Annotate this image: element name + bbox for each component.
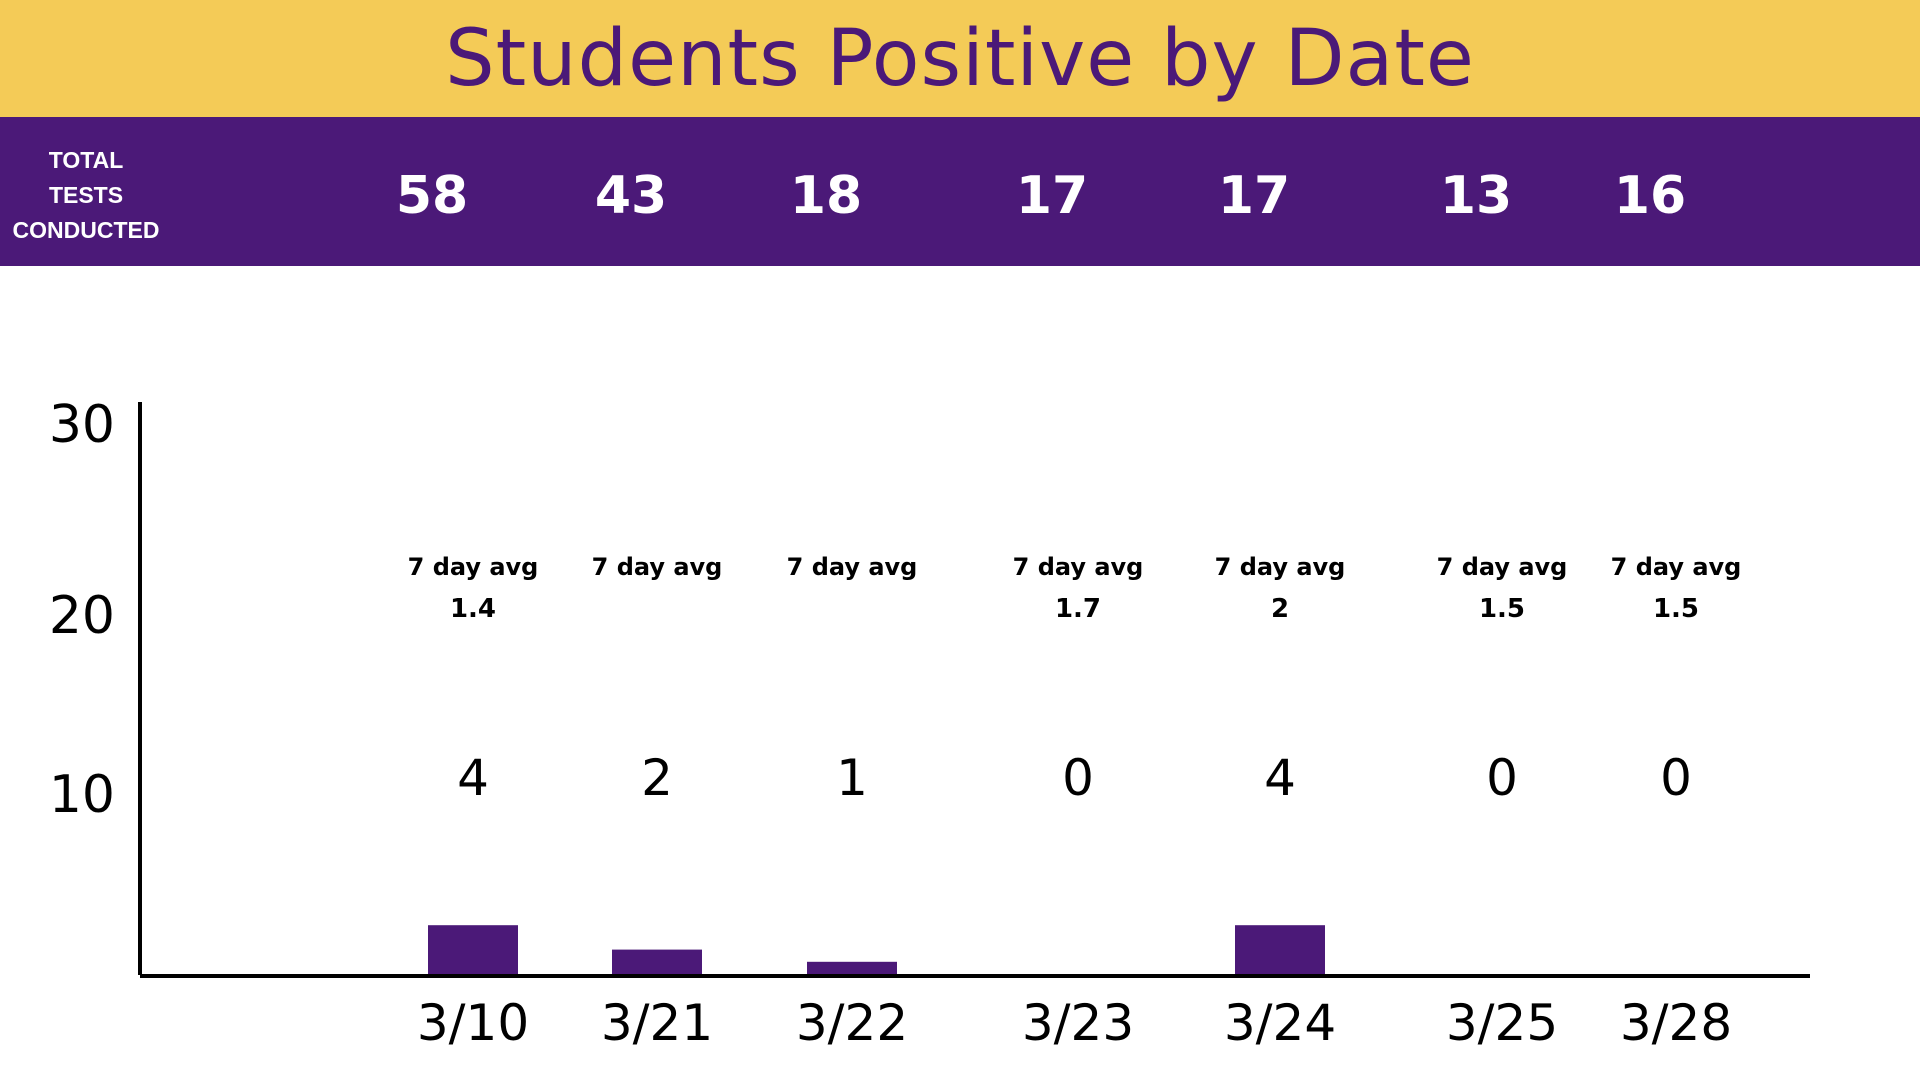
value-label: 0 bbox=[1660, 749, 1692, 807]
value-label: 2 bbox=[641, 749, 673, 807]
value-label: 1 bbox=[836, 749, 868, 807]
value-label: 0 bbox=[1062, 749, 1094, 807]
x-tick-label: 3/24 bbox=[1224, 994, 1336, 1052]
avg-value: 2 bbox=[1271, 594, 1289, 624]
x-tick-label: 3/28 bbox=[1620, 994, 1732, 1052]
title-band: Students Positive by Date bbox=[0, 0, 1920, 117]
avg-value: 1.5 bbox=[1479, 594, 1525, 624]
y-tick-label: 10 bbox=[49, 765, 115, 825]
x-tick-label: 3/10 bbox=[417, 994, 529, 1052]
avg-label: 7 day avg bbox=[1437, 553, 1568, 581]
y-tick-label: 30 bbox=[49, 395, 115, 455]
tests-band: TOTAL TESTS CONDUCTED bbox=[0, 117, 1920, 266]
avg-label: 7 day avg bbox=[408, 553, 539, 581]
avg-label: 7 day avg bbox=[1215, 553, 1346, 581]
chart-title: Students Positive by Date bbox=[445, 13, 1475, 104]
bar-3-24 bbox=[1235, 925, 1325, 974]
avg-label: 7 day avg bbox=[1013, 553, 1144, 581]
bar-3-10 bbox=[428, 925, 518, 974]
avg-label: 7 day avg bbox=[1611, 553, 1742, 581]
x-tick-label: 3/25 bbox=[1446, 994, 1558, 1052]
x-tick-label: 3/23 bbox=[1022, 994, 1134, 1052]
x-tick-label: 3/21 bbox=[601, 994, 713, 1052]
tests-label: TOTAL TESTS CONDUCTED bbox=[12, 147, 160, 243]
avg-value: 1.5 bbox=[1653, 594, 1699, 624]
x-tick-label: 3/22 bbox=[796, 994, 908, 1052]
bar-3-21 bbox=[612, 949, 702, 974]
bar-3-22 bbox=[807, 961, 897, 974]
avg-value: 1.4 bbox=[450, 594, 496, 624]
avg-label: 7 day avg bbox=[592, 553, 723, 581]
avg-label: 7 day avg bbox=[787, 553, 918, 581]
value-label: 4 bbox=[457, 749, 489, 807]
y-tick-label: 20 bbox=[49, 586, 115, 646]
value-label: 0 bbox=[1486, 749, 1518, 807]
avg-value: 1.7 bbox=[1055, 594, 1101, 624]
value-label: 4 bbox=[1264, 749, 1296, 807]
